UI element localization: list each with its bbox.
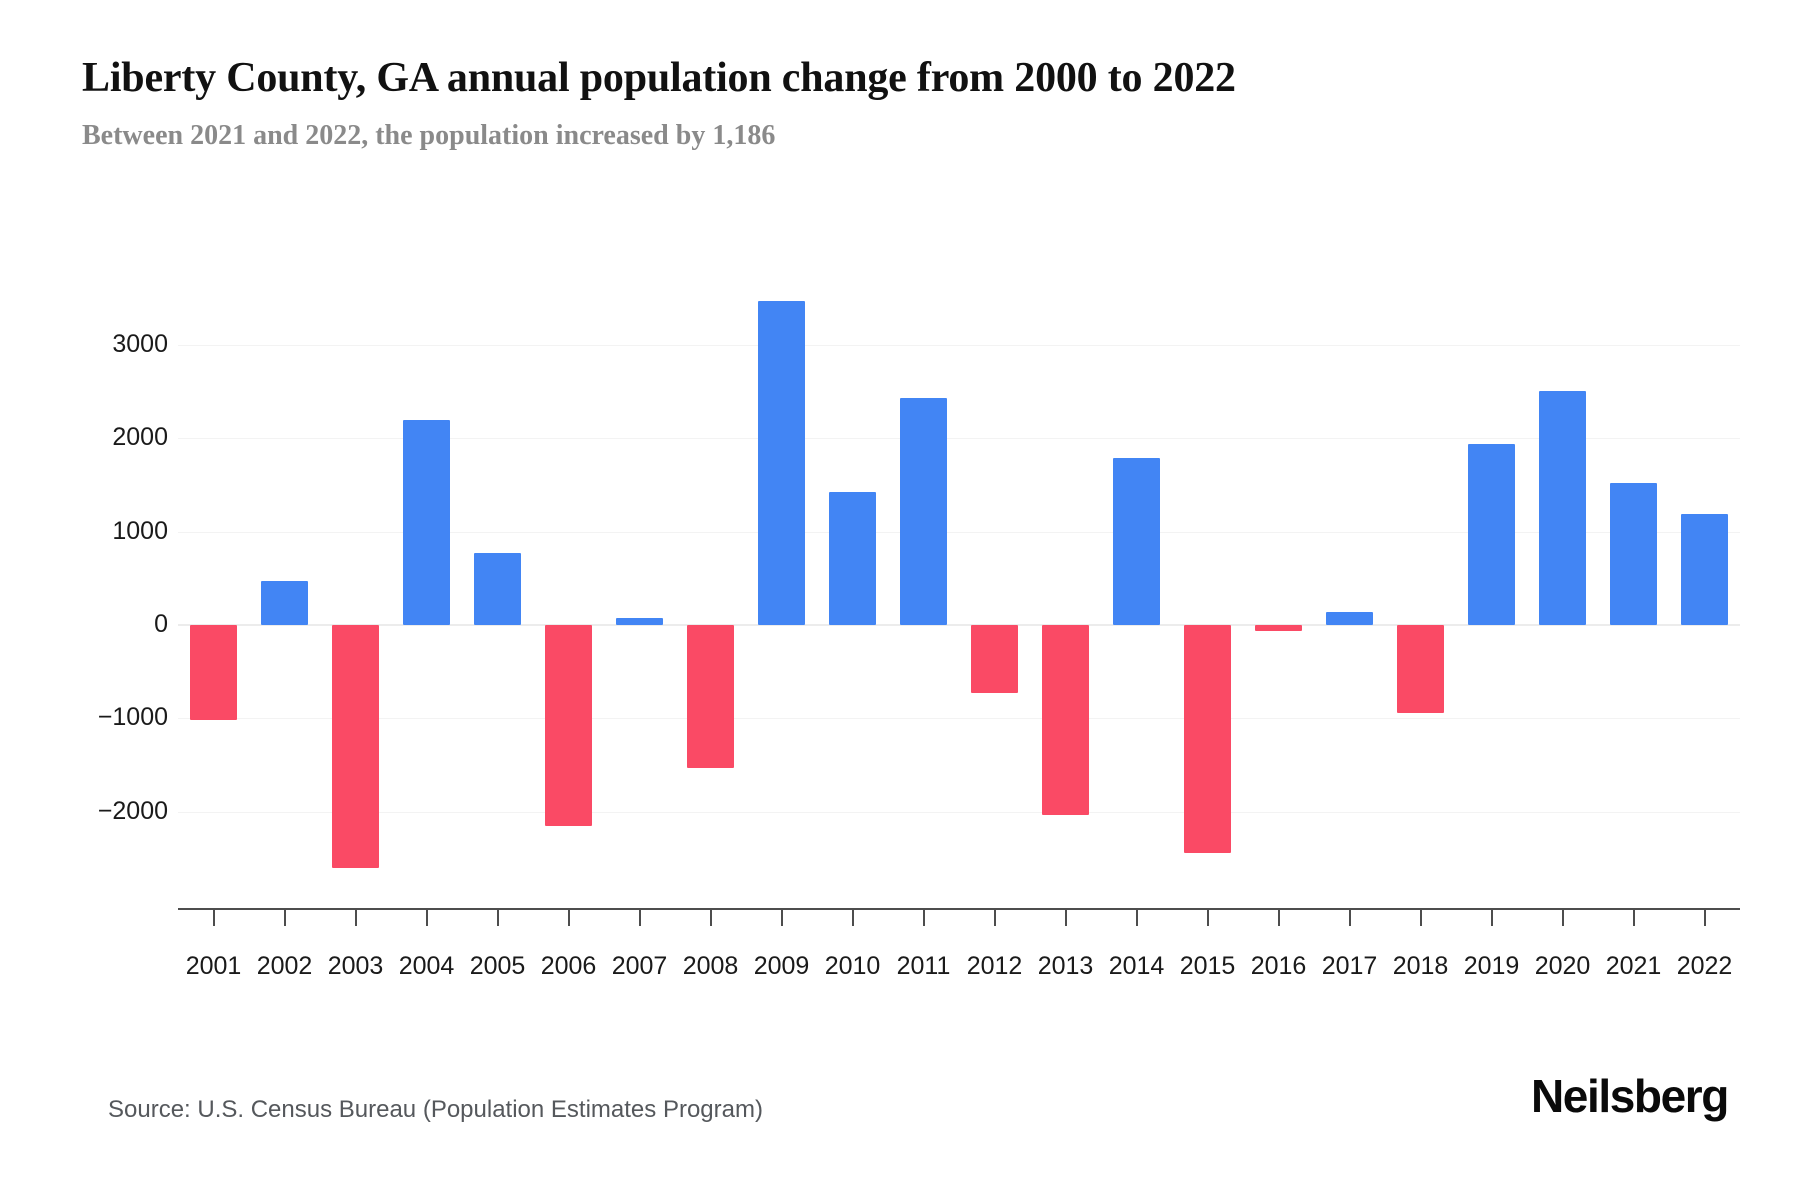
- x-axis-tick: [638, 908, 641, 926]
- x-axis-tick-label-2021: 2021: [1605, 952, 1662, 980]
- zero-baseline: [178, 624, 1740, 626]
- x-axis-tick: [1561, 908, 1564, 926]
- x-axis-tick: [1348, 908, 1351, 926]
- bar-2019[interactable]: [1468, 444, 1515, 625]
- bar-2016[interactable]: [1255, 625, 1302, 632]
- bar-2004[interactable]: [403, 420, 450, 625]
- x-axis-line: [178, 908, 1740, 910]
- x-axis-tick: [780, 908, 783, 926]
- x-axis-tick: [851, 908, 854, 926]
- bar-2013[interactable]: [1042, 625, 1089, 815]
- x-axis-tick-label-2019: 2019: [1463, 952, 1520, 980]
- bar-2015[interactable]: [1184, 625, 1231, 853]
- bar-2001[interactable]: [190, 625, 237, 721]
- bar-2007[interactable]: [616, 617, 663, 625]
- x-axis-tick-label-2014: 2014: [1108, 952, 1165, 980]
- bar-2014[interactable]: [1113, 458, 1160, 625]
- bar-2018[interactable]: [1397, 625, 1444, 713]
- y-axis-tick-label: 2000: [112, 423, 168, 452]
- x-axis-tick: [496, 908, 499, 926]
- y-axis-tick-label: 1000: [112, 516, 168, 545]
- bar-2022[interactable]: [1681, 514, 1728, 625]
- x-axis-tick: [1490, 908, 1493, 926]
- x-axis-tick-label-2020: 2020: [1534, 952, 1591, 980]
- y-axis-tick-label: 0: [154, 610, 168, 638]
- bar-2021[interactable]: [1610, 482, 1657, 625]
- x-axis-tick: [709, 908, 712, 926]
- x-axis-tick: [1632, 908, 1635, 926]
- chart-header: Liberty County, GA annual population cha…: [82, 52, 1722, 154]
- x-axis-tick-label-2007: 2007: [611, 952, 668, 980]
- x-axis-tick: [212, 908, 215, 926]
- x-axis-tick-label-2003: 2003: [327, 952, 384, 980]
- x-axis-tick: [425, 908, 428, 926]
- x-axis-tick: [993, 908, 996, 926]
- x-axis-tick-label-2008: 2008: [682, 952, 739, 980]
- x-axis-tick: [1135, 908, 1138, 926]
- x-axis-tick-label-2013: 2013: [1037, 952, 1094, 980]
- bar-2010[interactable]: [829, 491, 876, 625]
- x-axis-tick: [1064, 908, 1067, 926]
- x-axis-tick-label-2004: 2004: [398, 952, 455, 980]
- gridline: [178, 438, 1740, 440]
- x-axis-tick: [922, 908, 925, 926]
- x-axis-tick-label-2010: 2010: [824, 952, 881, 980]
- bar-2005[interactable]: [474, 552, 521, 625]
- y-axis-tick-label: −1000: [97, 703, 168, 732]
- bar-2008[interactable]: [687, 625, 734, 769]
- x-axis-tick: [1206, 908, 1209, 926]
- x-axis-tick: [1419, 908, 1422, 926]
- x-axis-tick-label-2005: 2005: [469, 952, 526, 980]
- page-title: Liberty County, GA annual population cha…: [82, 55, 1236, 101]
- x-axis-tick-label-2022: 2022: [1676, 952, 1733, 980]
- x-axis-tick-label-2018: 2018: [1392, 952, 1449, 980]
- bar-2003[interactable]: [332, 625, 379, 868]
- bar-2012[interactable]: [971, 625, 1018, 694]
- x-axis-tick-label-2011: 2011: [896, 952, 951, 980]
- bar-2020[interactable]: [1539, 391, 1586, 625]
- bar-2011[interactable]: [900, 397, 947, 625]
- gridline: [178, 811, 1740, 813]
- gridline: [178, 718, 1740, 720]
- bar-2002[interactable]: [261, 581, 308, 625]
- x-axis-tick-label-2012: 2012: [966, 952, 1023, 980]
- x-axis-tick-label-2009: 2009: [753, 952, 810, 980]
- y-axis-tick-label: −2000: [97, 796, 168, 825]
- x-axis-tick-label-2002: 2002: [256, 952, 313, 980]
- x-axis-tick-label-2017: 2017: [1321, 952, 1378, 980]
- bar-2006[interactable]: [545, 625, 592, 827]
- gridline: [178, 345, 1740, 347]
- x-axis-tick: [567, 908, 570, 926]
- gridline: [178, 531, 1740, 533]
- x-axis-tick: [1277, 908, 1280, 926]
- source-note: Source: U.S. Census Bureau (Population E…: [108, 1096, 763, 1123]
- x-axis-tick: [1703, 908, 1706, 926]
- x-axis-tick-label-2006: 2006: [540, 952, 597, 980]
- y-axis-tick-label: 3000: [112, 330, 168, 359]
- x-axis-tick-label-2016: 2016: [1250, 952, 1307, 980]
- chart-subtitle: Between 2021 and 2022, the population in…: [82, 120, 776, 151]
- bar-2017[interactable]: [1326, 612, 1373, 625]
- bar-2009[interactable]: [758, 301, 805, 625]
- x-axis-tick-label-2001: 2001: [185, 952, 242, 980]
- x-axis-tick-label-2015: 2015: [1179, 952, 1236, 980]
- x-axis-tick: [354, 908, 357, 926]
- x-axis-tick: [283, 908, 286, 926]
- brand-logo: Neilsberg: [1530, 1070, 1729, 1122]
